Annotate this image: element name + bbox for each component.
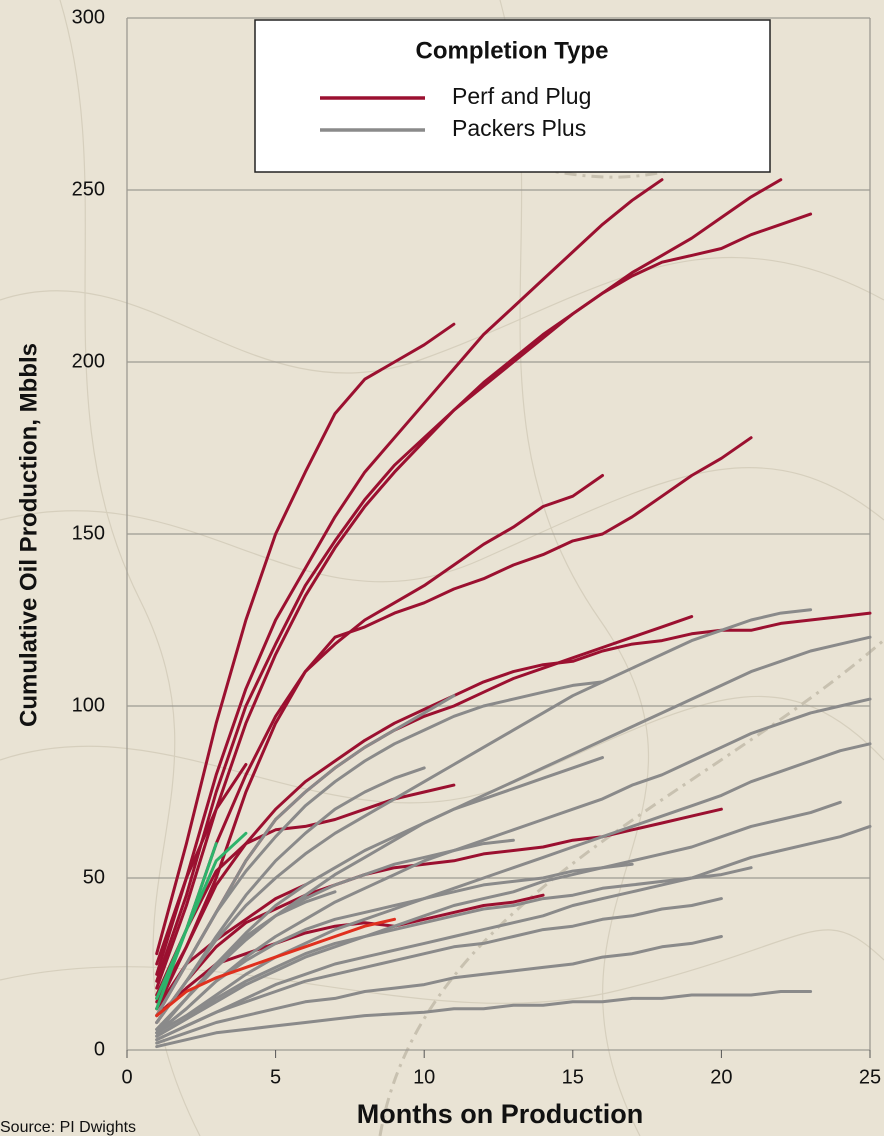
series-line <box>155 763 248 966</box>
series-line <box>155 824 872 1042</box>
x-tick-label: 0 <box>121 1066 132 1088</box>
series-line <box>155 474 604 1000</box>
legend-box <box>254 19 771 173</box>
series-line <box>155 862 634 1035</box>
series-line <box>155 935 723 1045</box>
x-tick-label: 15 <box>562 1066 584 1088</box>
y-tick-label: 250 <box>72 178 105 200</box>
legend-label: Packers Plus <box>452 115 586 141</box>
source-note: Source: PI Dwights <box>0 1119 136 1136</box>
series-line <box>155 322 456 956</box>
y-tick-label: 0 <box>94 1038 105 1060</box>
series-line <box>155 611 872 1011</box>
x-tick-label: 5 <box>270 1066 281 1088</box>
series-line <box>155 680 604 1018</box>
series-line <box>155 694 456 1018</box>
x-tick-label: 25 <box>859 1066 881 1088</box>
y-tick-label: 200 <box>72 350 105 372</box>
series-line <box>155 800 842 1038</box>
x-axis-label: Months on Production <box>357 1099 643 1129</box>
y-axis-label: Cumulative Oil Production, Mbbls <box>15 343 42 727</box>
series-line <box>155 890 337 1035</box>
series-line <box>155 436 753 1004</box>
series-line <box>155 842 218 1000</box>
series-line <box>155 831 248 1011</box>
y-tick-label: 150 <box>72 522 105 544</box>
series-line <box>155 608 813 1024</box>
series-line <box>155 990 813 1049</box>
lines <box>155 178 872 1049</box>
series-line <box>155 807 723 1024</box>
x-tick-label: 20 <box>710 1066 732 1088</box>
series-line <box>155 917 396 1018</box>
series-line <box>155 897 723 1042</box>
series-line <box>155 866 753 1038</box>
series-line <box>155 697 872 1035</box>
legend-label: Perf and Plug <box>452 83 591 109</box>
x-tick-label: 10 <box>413 1066 435 1088</box>
y-tick-label: 100 <box>72 694 105 716</box>
legend: Completion Type Perf and Plug Packers Plu… <box>254 19 771 173</box>
series-line <box>155 766 426 1024</box>
series-line <box>155 178 664 976</box>
y-tick-label: 50 <box>83 866 105 888</box>
series-line <box>155 783 456 997</box>
y-tick-label: 300 <box>72 6 105 28</box>
series-line <box>155 212 813 990</box>
legend-title: Completion Type <box>416 37 609 64</box>
